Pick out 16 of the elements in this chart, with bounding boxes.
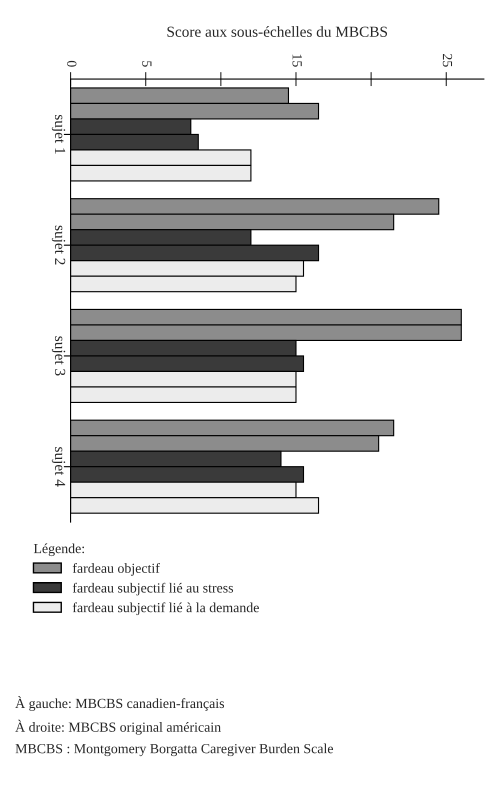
legend-title: Légende: [34, 543, 84, 556]
legend-label: fardeau objectif [72, 563, 160, 576]
x-axis-title: Score aux sous-échelles du MBCBS [167, 26, 387, 37]
x-tick-label: 0 [67, 60, 76, 67]
legend-label: fardeau subjectif lié à la demande [72, 602, 259, 616]
x-tick-label: 5 [142, 61, 152, 67]
text: À droite: MBCBS original américain [15, 720, 221, 735]
text: MBCBS : Montgomery Borgatta Caregiver Burden Scale [16, 744, 334, 756]
legend-label: fardeau subjectif lié au stress [72, 582, 234, 596]
y-tick-label: sujet 2 [52, 226, 66, 265]
text: À gauche: MBCBS canadien-français [15, 696, 224, 711]
y-tick-label: sujet 4 [52, 447, 66, 487]
x-tick-label: 15 [292, 54, 302, 67]
x-tick-label: 25 [442, 54, 452, 67]
y-tick-label: sujet 1 [52, 114, 66, 154]
y-tick-label: sujet 3 [52, 336, 66, 376]
